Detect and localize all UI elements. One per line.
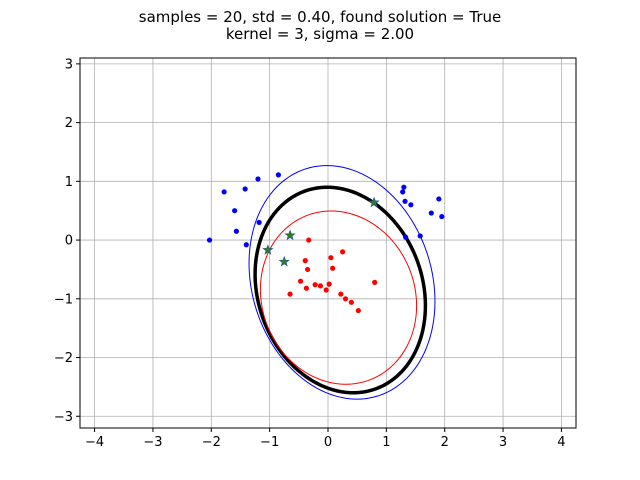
blue-point <box>428 210 434 216</box>
y-tick-label: −3 <box>54 410 73 425</box>
x-tick-label: −3 <box>143 435 162 450</box>
blue-point <box>233 228 239 234</box>
red-point <box>312 282 318 288</box>
x-tick-label: −2 <box>202 435 221 450</box>
x-tick-label: −1 <box>260 435 279 450</box>
red-point <box>303 285 310 291</box>
red-point <box>355 307 361 314</box>
y-tick-label: 0 <box>65 234 73 249</box>
red-point <box>326 281 332 287</box>
red-point <box>342 296 349 302</box>
blue-point <box>401 184 407 190</box>
x-tick-label: −4 <box>85 435 104 450</box>
red-point <box>328 255 334 261</box>
red-point <box>304 266 311 273</box>
axis-ticks: −4 −3 −2 −1 0 1 2 3 4 −3 −2 −1 0 1 2 3 <box>54 57 566 450</box>
blue-point <box>243 242 249 248</box>
chart-title-line-2: kernel = 3, sigma = 2.00 <box>226 25 414 43</box>
y-tick-label: −1 <box>54 292 73 307</box>
red-point <box>323 287 329 293</box>
red-point <box>287 291 293 297</box>
blue-point <box>206 237 213 243</box>
blue-point <box>402 198 408 204</box>
blue-point <box>275 172 281 178</box>
grid <box>80 58 576 428</box>
blue-point <box>256 219 262 226</box>
red-point <box>317 283 324 289</box>
x-tick-label: 4 <box>557 435 565 450</box>
red-point <box>297 278 304 284</box>
red-point <box>339 249 346 255</box>
red-point <box>348 299 354 305</box>
contour-outer <box>248 165 436 400</box>
support-vector-star <box>368 196 380 208</box>
blue-point <box>221 189 227 195</box>
x-tick-label: 0 <box>324 435 332 450</box>
x-tick-label: 3 <box>499 435 507 450</box>
support-vector-star <box>278 255 290 267</box>
y-tick-label: 2 <box>65 116 73 131</box>
x-tick-label: 2 <box>441 435 449 450</box>
y-tick-label: 1 <box>65 175 73 190</box>
blue-point <box>232 208 238 214</box>
red-point <box>330 265 336 271</box>
y-tick-label: −2 <box>54 351 73 366</box>
decision-contours <box>248 165 436 400</box>
red-point <box>302 258 308 264</box>
support-vector-star <box>284 229 296 241</box>
contour-boundary <box>253 185 428 395</box>
data-points <box>206 172 445 314</box>
y-tick-label: 3 <box>65 57 73 72</box>
blue-point <box>439 213 445 220</box>
blue-point <box>417 233 423 239</box>
chart-title-line-1: samples = 20, std = 0.40, found solution… <box>139 8 501 26</box>
blue-point <box>403 234 409 240</box>
x-tick-label: 1 <box>382 435 390 450</box>
blue-point <box>408 202 414 208</box>
contour-inner <box>259 210 418 385</box>
red-point <box>372 279 378 285</box>
blue-point <box>436 196 442 202</box>
blue-point <box>242 186 248 192</box>
red-point <box>338 291 344 297</box>
blue-point <box>255 176 261 182</box>
red-point <box>306 237 312 243</box>
support-vector-star <box>262 244 274 255</box>
blue-point <box>400 189 406 195</box>
